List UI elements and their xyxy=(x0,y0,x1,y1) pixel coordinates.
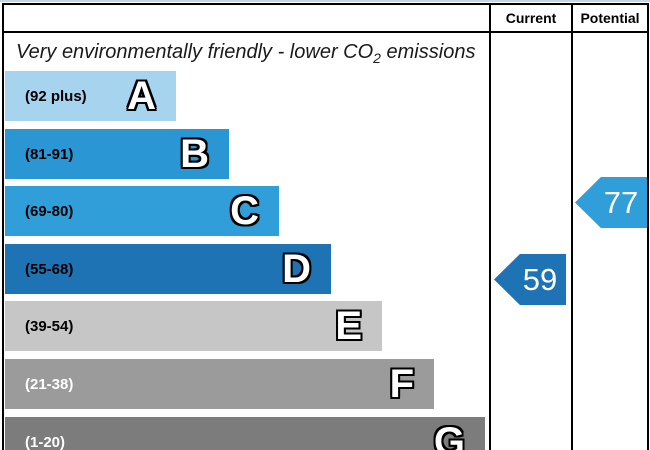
chart-title-subscript: 2 xyxy=(373,50,381,66)
band-range-label: (81-91) xyxy=(25,145,74,163)
band-range-label: (21-38) xyxy=(25,375,74,393)
border-right xyxy=(647,3,649,450)
current-column-header: Current xyxy=(505,10,557,26)
band-letter: A xyxy=(127,74,156,118)
potential-marker-value: 77 xyxy=(603,184,639,220)
rating-band-row-c: (69-80) C xyxy=(5,186,279,236)
band-letter: F xyxy=(389,362,414,406)
band-letter: G xyxy=(433,420,465,450)
band-letter: B xyxy=(180,132,209,176)
current-column-divider xyxy=(489,3,491,450)
band-letter: D xyxy=(282,247,311,291)
band-range-label: (39-54) xyxy=(25,317,74,335)
chart-title-prefix: Very environmentally friendly - lower CO xyxy=(16,41,374,63)
border-left xyxy=(2,3,4,450)
band-range-label: (69-80) xyxy=(25,202,74,220)
band-range-label: (1-20) xyxy=(25,433,66,450)
rating-band-row-e: (39-54) E xyxy=(5,301,382,351)
current-marker-arrow: 59 xyxy=(494,254,566,305)
band-range-label: (55-68) xyxy=(25,260,74,278)
rating-band-row-f: (21-38) F xyxy=(5,359,434,409)
potential-column-divider xyxy=(571,3,573,450)
rating-band-row-d: (55-68) D xyxy=(5,244,331,294)
band-letter: E xyxy=(335,304,362,348)
current-marker-value: 59 xyxy=(522,261,558,297)
chart-title-suffix: emissions xyxy=(380,41,476,63)
header-underline xyxy=(2,31,649,33)
border-top xyxy=(2,3,649,5)
band-range-label: (92 plus) xyxy=(25,87,87,105)
rating-band-row-b: (81-91) B xyxy=(5,129,229,179)
chart-title: Very environmentally friendly - lower CO… xyxy=(16,41,476,66)
band-letter: C xyxy=(230,189,259,233)
potential-column-header: Potential xyxy=(580,10,640,26)
potential-marker-arrow: 77 xyxy=(575,177,647,228)
rating-band-row-g: (1-20) G xyxy=(5,417,485,450)
top-edge-strip xyxy=(0,0,650,2)
rating-band-row-a: (92 plus) A xyxy=(5,71,176,121)
